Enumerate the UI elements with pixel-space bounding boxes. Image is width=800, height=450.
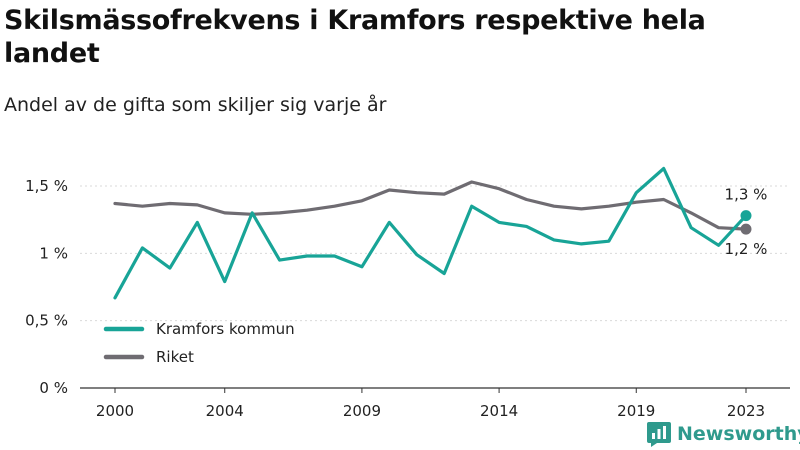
y-tick-label: 1 % (39, 244, 68, 262)
x-tick-label: 2019 (617, 402, 655, 420)
chart-title: Skilsmässofrekvens i Kramfors respektive… (4, 5, 706, 69)
x-tick-label: 2000 (96, 402, 134, 420)
newsworthy-logo: Newsworthy (646, 419, 800, 449)
y-tick-label: 0 % (39, 379, 68, 397)
end-label-kramfors: 1,3 % (725, 186, 768, 204)
x-tick-label: 2014 (480, 402, 518, 420)
series-line-kramfors (113, 166, 748, 300)
x-tick-label: 2009 (343, 402, 381, 420)
end-points: 1,2 % 1,3 % (725, 186, 768, 258)
x-tick-label: 2004 (206, 402, 244, 420)
x-axis-ticks: 2000 2004 2009 2014 2019 2023 (96, 388, 765, 420)
y-tick-label: 0,5 % (25, 312, 68, 330)
end-point-kramfors (740, 210, 752, 222)
series-lines (113, 166, 748, 300)
series-line-riket (113, 180, 748, 231)
newsworthy-logo-icon (647, 422, 671, 447)
legend-label: Kramfors kommun (156, 320, 295, 338)
x-tick-label: 2023 (727, 402, 765, 420)
legend: Kramfors kommun Riket (103, 320, 295, 366)
brand-name: Newsworthy (677, 423, 800, 445)
legend-label: Riket (156, 348, 194, 366)
end-point-riket (740, 223, 752, 235)
chart-subtitle: Andel av de gifta som skiljer sig varje … (4, 94, 387, 116)
y-axis-ticks: 0 % 0,5 % 1 % 1,5 % (25, 177, 68, 397)
end-label-riket: 1,2 % (725, 240, 768, 258)
y-tick-label: 1,5 % (25, 177, 68, 195)
